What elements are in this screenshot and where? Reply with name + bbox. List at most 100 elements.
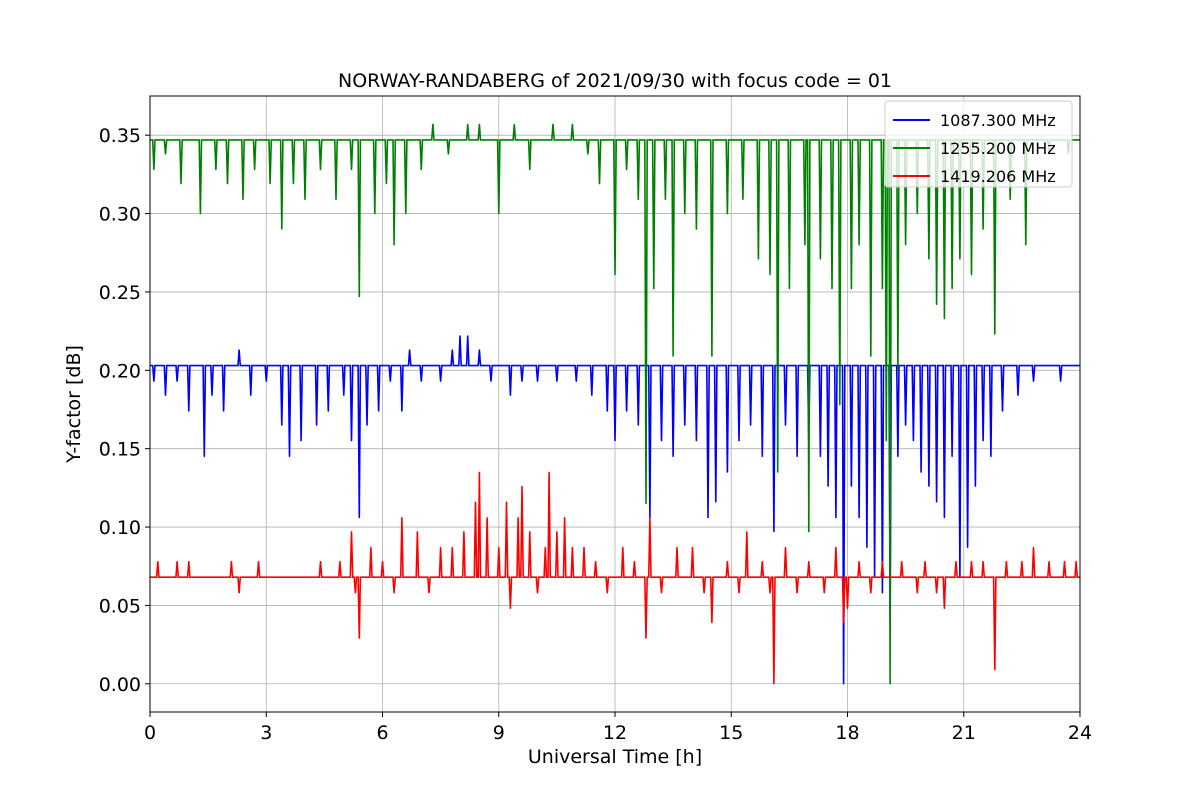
data-point: [188, 410, 190, 412]
data-point: [943, 607, 946, 610]
data-point: [459, 335, 461, 337]
x-tick-label: 15: [719, 722, 743, 744]
data-point: [858, 244, 860, 246]
data-point: [870, 592, 872, 594]
data-point: [300, 440, 302, 442]
data-point: [920, 471, 922, 473]
data-point: [358, 517, 360, 519]
data-point: [238, 592, 240, 594]
data-point: [819, 258, 822, 260]
data-point: [440, 546, 442, 549]
legend-entry: 1087.300 MHz: [940, 111, 1056, 130]
data-point: [250, 394, 252, 396]
data-point: [796, 592, 798, 594]
data-point: [796, 455, 798, 458]
y-tick-label: 0.35: [99, 125, 141, 147]
data-point: [420, 169, 422, 171]
data-point: [381, 560, 384, 563]
data-point: [358, 296, 360, 298]
legend-box: [884, 100, 1073, 188]
data-point: [513, 123, 515, 125]
data-point: [626, 410, 628, 412]
series-0: [150, 335, 1080, 685]
data-point: [959, 258, 961, 260]
data-point: [401, 410, 403, 412]
legend: 1087.300 MHz 1255.200 MHz 1419.206 MHz: [884, 100, 1073, 188]
data-point: [374, 213, 376, 215]
data-point: [211, 394, 213, 396]
data-point: [928, 258, 930, 260]
data-point: [1001, 410, 1004, 412]
data-point: [583, 546, 585, 549]
data-point: [389, 380, 391, 382]
y-tick-label: 0.00: [99, 674, 141, 696]
data-point: [936, 592, 938, 594]
data-point: [905, 244, 907, 246]
data-point: [831, 288, 833, 290]
data-point: [769, 274, 771, 276]
data-point: [536, 380, 539, 382]
data-point: [788, 288, 791, 290]
data-point: [660, 440, 663, 442]
grid: [149, 96, 1081, 712]
data-point: [1025, 244, 1027, 246]
data-point: [967, 546, 969, 549]
data-point: [447, 153, 449, 155]
data-point: [440, 380, 442, 382]
data-point: [157, 560, 159, 563]
data-point: [350, 531, 353, 533]
data-point: [664, 198, 667, 201]
data-point: [936, 501, 938, 503]
data-point: [343, 394, 345, 396]
data-point: [316, 424, 318, 426]
data-point: [467, 123, 469, 125]
data-point: [432, 123, 434, 125]
data-point: [409, 349, 411, 351]
data-point: [684, 424, 686, 426]
data-point: [536, 592, 539, 594]
data-point: [843, 683, 845, 685]
data-point: [203, 455, 205, 458]
data-point: [626, 169, 628, 171]
data-point: [742, 198, 744, 201]
data-point: [870, 355, 872, 357]
data-point: [595, 560, 597, 563]
data-point: [982, 560, 984, 563]
y-tick-label: 0.25: [99, 282, 141, 304]
data-point: [242, 198, 244, 201]
data-point: [924, 560, 926, 563]
data-point: [885, 440, 887, 442]
data-point: [858, 517, 860, 519]
data-point: [490, 380, 492, 382]
data-point: [1075, 560, 1077, 563]
data-point: [881, 592, 884, 594]
data-point: [955, 560, 957, 563]
data-point: [707, 517, 709, 519]
data-point: [819, 455, 822, 458]
data-point: [784, 546, 787, 549]
data-point: [335, 198, 337, 201]
data-point: [943, 517, 946, 519]
data-point: [1017, 394, 1019, 396]
data-point: [936, 303, 938, 306]
data-point: [738, 592, 740, 594]
data-point: [358, 637, 360, 639]
legend-entry: 1419.206 MHz: [940, 167, 1056, 186]
data-point: [808, 531, 810, 533]
data-point: [726, 213, 729, 215]
data-point: [660, 592, 663, 594]
legend-entry: 1255.200 MHz: [940, 139, 1056, 158]
data-point: [889, 576, 891, 578]
data-point: [804, 244, 806, 246]
data-point: [858, 560, 860, 563]
data-point: [711, 622, 713, 624]
data-point: [281, 424, 283, 426]
series-layer: [150, 123, 1080, 685]
data-point: [188, 560, 190, 563]
data-point: [215, 169, 217, 171]
data-point: [370, 546, 372, 549]
data-point: [199, 213, 201, 215]
data-point: [1060, 380, 1062, 382]
y-tick-label: 0.20: [99, 360, 141, 382]
data-point: [498, 546, 500, 549]
